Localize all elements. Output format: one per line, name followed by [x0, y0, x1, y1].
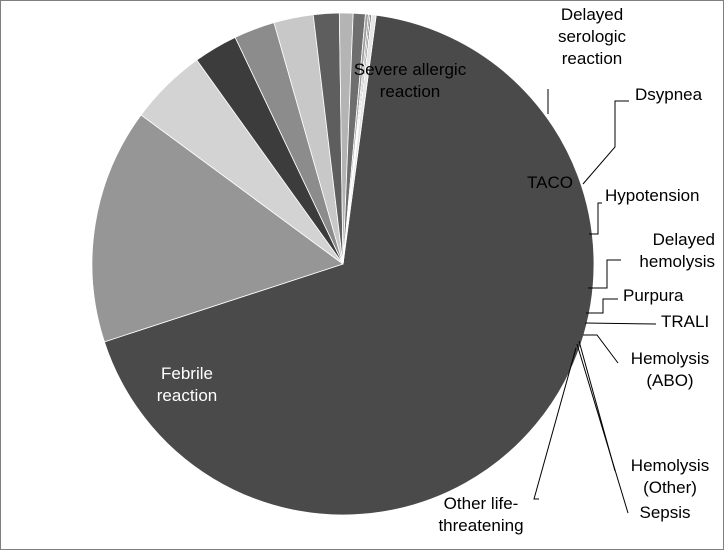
label-purpura: Purpura: [623, 286, 684, 305]
leader-line-purpura: [586, 298, 618, 314]
label-delayed-serologic-reaction: Delayed serologic reaction: [558, 5, 627, 68]
leader-line-hemolysis-abo: [583, 334, 619, 364]
label-hemolysis-other: Hemolysis (Other): [631, 456, 709, 497]
slice-severe-allergic-reaction: [91, 114, 344, 343]
pie-slices: [91, 12, 595, 516]
leader-lines: [533, 89, 657, 514]
leader-line-dsypnea: [582, 100, 629, 185]
label-trali: TRALI: [661, 312, 709, 331]
leader-line-sepsis: [576, 343, 629, 514]
label-sepsis: Sepsis: [639, 503, 690, 522]
slice-other-life-threatening: [342, 14, 377, 265]
label-severe-allergic-reaction: Severe allergic reaction: [354, 60, 467, 101]
label-taco: TACO: [527, 173, 573, 192]
label-dsypnea: Dsypnea: [635, 85, 703, 104]
leader-line-other-life-threatening: [533, 347, 577, 500]
label-other-life-threatening: Other life-threatening: [438, 494, 523, 535]
label-hemolysis-abo: Hemolysis (ABO): [631, 349, 709, 390]
label-hypotension: Hypotension: [605, 186, 700, 205]
label-febrile-reaction: Febrile reaction: [157, 364, 217, 405]
slice-labels: Febrile reaction Severe allergic reaction De…: [157, 5, 715, 535]
leader-line-delayed-hemolysis: [588, 259, 621, 289]
label-delayed-hemolysis: Delayed hemolysis: [639, 230, 715, 271]
leader-line-hypotension: [589, 202, 602, 235]
slice-febrile-reaction: [103, 14, 595, 516]
leader-line-trali: [584, 322, 657, 325]
